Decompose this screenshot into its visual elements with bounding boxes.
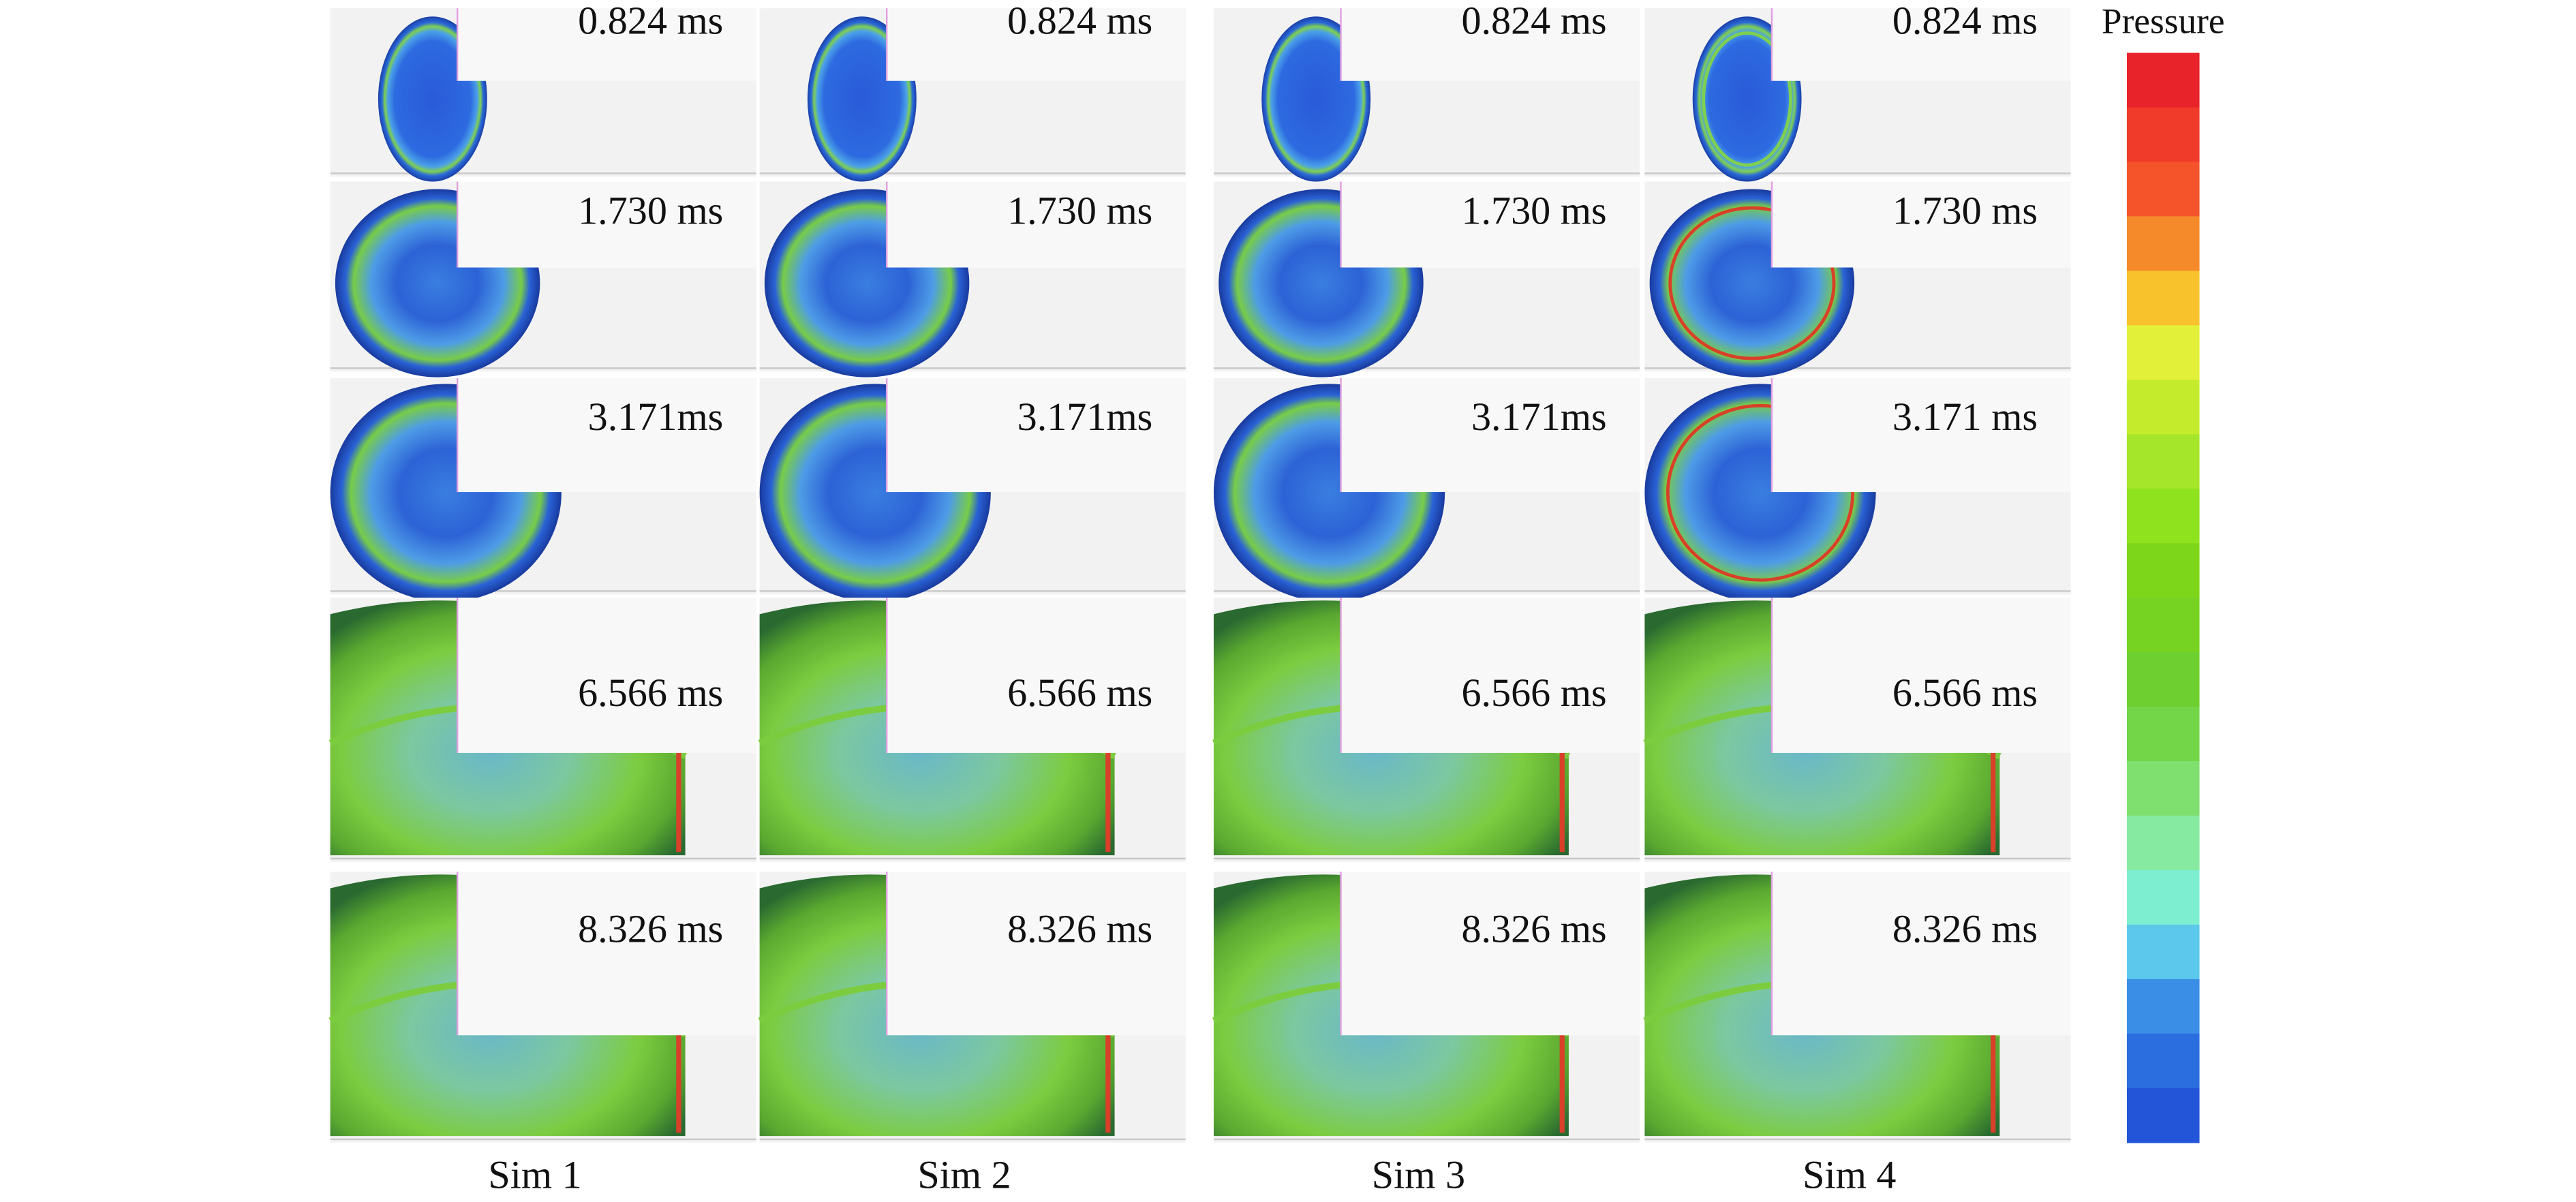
time-label: 6.566 ms	[1892, 671, 2038, 715]
colorbar-band	[2126, 543, 2200, 598]
simulation-panel: 0.824 ms	[1644, 0, 2071, 182]
wave-front	[1668, 206, 1836, 360]
simulation-panel: 0.824 ms	[759, 0, 1186, 182]
simulation-panel: 3.171ms	[1213, 377, 1640, 602]
inset-cutout	[1340, 8, 1640, 81]
simulation-panel: 6.566 ms	[758, 598, 1186, 862]
time-label: 1.730 ms	[1007, 188, 1152, 232]
simulation-panel: 1.730 ms	[330, 181, 756, 377]
time-label: 0.824 ms	[1892, 0, 2038, 43]
panel-grid: 0.824 ms 0.824 ms 0.824 ms 0.824 ms 1.730 ms…	[328, 0, 2071, 1197]
simulation-panel: 6.566 ms	[1212, 598, 1640, 862]
time-label: 6.566 ms	[578, 671, 723, 715]
time-label: 1.730 ms	[578, 188, 723, 232]
simulation-panel: 8.326 ms	[328, 872, 756, 1143]
simulation-panel: 1.730 ms	[1644, 181, 2071, 377]
time-label: 1.730 ms	[1892, 188, 2038, 232]
colorbar-band	[2126, 489, 2200, 544]
simulation-panel: 6.566 ms	[328, 598, 756, 862]
colorbar-band	[2126, 107, 2200, 163]
time-label: 3.171ms	[1017, 395, 1153, 439]
colorbar-band	[2126, 1033, 2200, 1089]
colorbar-band	[2126, 598, 2200, 653]
colorbar-band	[2126, 52, 2200, 108]
inset-cutout	[1771, 8, 2071, 81]
simulation-panel: 3.171ms	[330, 377, 756, 602]
time-label: 1.730 ms	[1461, 188, 1606, 232]
simulation-panel: 6.566 ms	[1643, 598, 2071, 862]
time-label: 0.824 ms	[1007, 0, 1152, 43]
time-label: 8.326 ms	[1461, 906, 1606, 951]
time-label: 8.326 ms	[578, 906, 723, 951]
time-label: 3.171ms	[1471, 395, 1607, 439]
inset-cutout	[1771, 872, 2071, 1036]
simulation-panel: 3.171 ms	[1644, 377, 2071, 602]
simulation-panel: 3.171ms	[759, 377, 1186, 602]
time-label: 0.824 ms	[578, 0, 723, 43]
colorbar-band	[2126, 869, 2200, 925]
time-label: 6.566 ms	[1461, 671, 1606, 715]
colorbar-band	[2126, 761, 2200, 816]
time-label: 0.824 ms	[1461, 0, 1606, 43]
colorbar-band	[2126, 271, 2200, 326]
colorbar-band	[2126, 707, 2200, 762]
time-label: 3.171ms	[588, 395, 724, 439]
colorbar-band	[2126, 652, 2200, 707]
colorbar-title: Pressure	[2102, 1, 2225, 42]
simulation-panel: 1.730 ms	[1213, 181, 1640, 377]
colorbar-band	[2126, 1088, 2200, 1143]
inset-cutout	[887, 181, 1186, 268]
colorbar-band	[2126, 216, 2200, 272]
colorbar-band	[2126, 325, 2200, 381]
inset-cutout	[457, 181, 756, 268]
simulation-panel: 0.824 ms	[1213, 0, 1640, 182]
inset-cutout	[1340, 872, 1640, 1036]
wave-front	[1702, 31, 1793, 167]
inset-cutout	[457, 872, 756, 1036]
inset-cutout	[887, 8, 1186, 81]
inset-cutout	[1340, 598, 1640, 753]
colorbar-band	[2126, 978, 2200, 1034]
inset-cutout	[887, 377, 1186, 493]
simulation-panel: 8.326 ms	[1212, 872, 1640, 1143]
inset-cutout	[887, 872, 1186, 1036]
inset-cutout	[457, 377, 756, 493]
colorbar-band	[2126, 924, 2200, 980]
inset-cutout	[1771, 181, 2071, 268]
time-label: 8.326 ms	[1892, 906, 2038, 951]
inset-cutout	[1340, 181, 1640, 268]
time-label: 3.171 ms	[1892, 395, 2038, 439]
colorbar-band	[2126, 380, 2200, 435]
colorbar-band	[2126, 816, 2200, 871]
colorbar	[2126, 52, 2200, 1143]
simulation-panel: 8.326 ms	[758, 872, 1186, 1143]
inset-cutout	[457, 598, 756, 753]
simulation-panel: 1.730 ms	[759, 181, 1186, 377]
wave-front	[1666, 403, 1855, 582]
column-label: Sim 1	[488, 1152, 581, 1197]
time-label: 6.566 ms	[1007, 671, 1152, 715]
inset-cutout	[1771, 598, 2071, 753]
column-label: Sim 3	[1372, 1152, 1465, 1197]
column-label: Sim 4	[1803, 1152, 1896, 1197]
simulation-panel: 0.824 ms	[330, 0, 756, 182]
time-label: 8.326 ms	[1007, 906, 1152, 951]
inset-cutout	[1771, 377, 2071, 493]
colorbar-band	[2126, 161, 2200, 217]
inset-cutout	[1340, 377, 1640, 493]
inset-cutout	[457, 8, 756, 81]
simulation-panel: 8.326 ms	[1643, 872, 2071, 1143]
inset-cutout	[887, 598, 1186, 753]
column-label: Sim 2	[917, 1152, 1011, 1197]
colorbar-band	[2126, 434, 2200, 489]
